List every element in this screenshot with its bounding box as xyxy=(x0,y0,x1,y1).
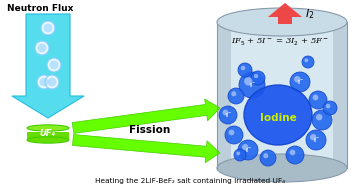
Circle shape xyxy=(39,77,48,87)
Circle shape xyxy=(241,66,245,70)
Circle shape xyxy=(302,56,314,68)
Polygon shape xyxy=(72,99,220,133)
Circle shape xyxy=(47,58,61,72)
Circle shape xyxy=(254,74,258,78)
Circle shape xyxy=(306,130,326,150)
Circle shape xyxy=(35,41,49,55)
Circle shape xyxy=(219,106,237,124)
Circle shape xyxy=(251,71,265,85)
Text: I$^{-}$: I$^{-}$ xyxy=(248,81,256,89)
Circle shape xyxy=(238,63,252,77)
Circle shape xyxy=(228,88,244,104)
Circle shape xyxy=(225,126,243,144)
Circle shape xyxy=(286,146,304,164)
Circle shape xyxy=(229,130,234,135)
Circle shape xyxy=(236,151,240,155)
Circle shape xyxy=(294,76,300,82)
Text: IF$_5$ + 5I$^-$ = 3I$_2$ + 5F$^-$: IF$_5$ + 5I$^-$ = 3I$_2$ + 5F$^-$ xyxy=(231,36,329,48)
Circle shape xyxy=(263,153,268,158)
Polygon shape xyxy=(268,3,302,24)
Circle shape xyxy=(304,58,308,62)
Ellipse shape xyxy=(217,154,347,182)
Circle shape xyxy=(45,75,59,89)
Text: UF₄: UF₄ xyxy=(40,129,56,139)
Text: I$^{-}$: I$^{-}$ xyxy=(224,111,232,119)
Polygon shape xyxy=(73,135,220,163)
Bar xyxy=(27,132,69,140)
Circle shape xyxy=(309,91,327,109)
Circle shape xyxy=(244,77,252,85)
Ellipse shape xyxy=(244,85,312,145)
Text: I$^{-}$: I$^{-}$ xyxy=(313,136,320,144)
Text: I$^{-}$: I$^{-}$ xyxy=(244,146,251,154)
Polygon shape xyxy=(268,3,302,24)
Circle shape xyxy=(312,110,332,130)
Circle shape xyxy=(47,77,56,87)
Circle shape xyxy=(238,140,258,160)
Circle shape xyxy=(231,91,236,96)
Ellipse shape xyxy=(27,137,69,143)
Circle shape xyxy=(326,104,330,108)
Circle shape xyxy=(234,149,246,161)
Text: Heating the 2LiF-BeF₂ salt containing irradiated UF₄: Heating the 2LiF-BeF₂ salt containing ir… xyxy=(95,178,285,184)
Text: $I_2$: $I_2$ xyxy=(305,7,314,21)
Circle shape xyxy=(290,150,295,155)
Circle shape xyxy=(239,72,265,98)
Ellipse shape xyxy=(27,125,69,131)
Circle shape xyxy=(313,95,318,100)
Circle shape xyxy=(37,75,51,89)
Circle shape xyxy=(223,110,228,115)
Circle shape xyxy=(260,150,276,166)
Circle shape xyxy=(50,60,59,70)
Circle shape xyxy=(41,21,55,35)
Text: I$^{-}$: I$^{-}$ xyxy=(297,78,303,86)
Bar xyxy=(217,22,347,168)
Circle shape xyxy=(316,114,322,120)
Circle shape xyxy=(242,144,248,150)
Bar xyxy=(217,22,231,168)
Bar xyxy=(333,22,347,168)
Circle shape xyxy=(290,72,310,92)
Text: Fission: Fission xyxy=(129,125,171,135)
Polygon shape xyxy=(12,14,84,118)
Text: Neutron Flux: Neutron Flux xyxy=(7,4,73,13)
Circle shape xyxy=(37,43,47,53)
Circle shape xyxy=(43,23,52,33)
Circle shape xyxy=(310,134,316,140)
Ellipse shape xyxy=(217,8,347,36)
Circle shape xyxy=(323,101,337,115)
Text: Iodine: Iodine xyxy=(260,113,297,123)
